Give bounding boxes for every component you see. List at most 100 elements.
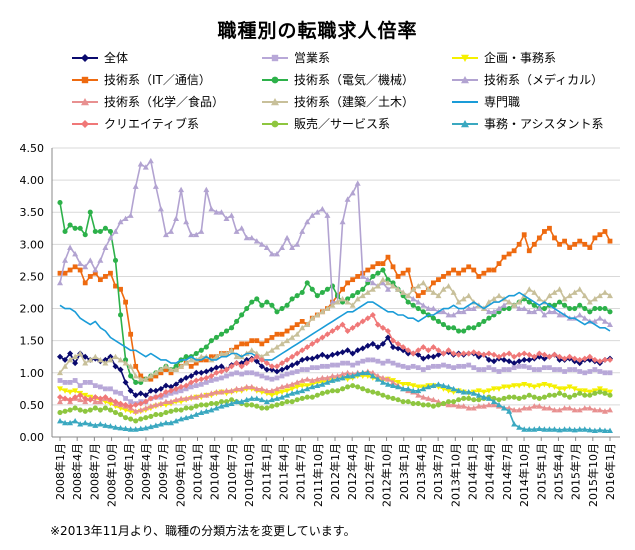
data-point xyxy=(62,388,69,394)
data-point xyxy=(541,306,547,312)
data-point xyxy=(496,261,502,266)
data-point xyxy=(263,350,270,356)
data-point xyxy=(546,308,553,315)
data-point xyxy=(289,334,296,340)
data-point xyxy=(420,402,426,408)
data-point xyxy=(501,351,508,358)
x-tick-label: 2015年7月 xyxy=(569,443,583,500)
data-point xyxy=(243,383,250,390)
x-tick-label: 2009年10月 xyxy=(173,443,187,507)
data-point xyxy=(238,225,245,231)
data-point xyxy=(556,356,563,363)
data-point xyxy=(289,399,295,405)
data-point xyxy=(360,358,366,364)
data-point xyxy=(269,302,275,308)
data-point xyxy=(602,370,608,376)
data-point xyxy=(385,254,391,260)
data-point xyxy=(213,369,220,376)
data-point xyxy=(112,257,119,263)
data-point xyxy=(168,398,175,405)
data-point xyxy=(77,407,83,413)
data-point xyxy=(425,353,432,360)
data-point xyxy=(198,369,205,376)
data-point xyxy=(274,375,280,381)
data-point xyxy=(541,381,548,388)
legend-marker xyxy=(271,98,279,106)
data-point xyxy=(107,228,114,235)
data-point xyxy=(279,244,286,250)
data-point xyxy=(420,344,427,351)
series-事務・アシスタント系 xyxy=(57,369,613,433)
data-point xyxy=(445,399,452,405)
data-point xyxy=(607,321,613,328)
data-point xyxy=(329,372,336,379)
data-point xyxy=(521,426,528,432)
data-point xyxy=(486,267,492,273)
data-point xyxy=(263,366,270,373)
data-point xyxy=(364,289,371,295)
data-point xyxy=(264,299,270,305)
data-point xyxy=(485,395,492,401)
data-point xyxy=(516,395,522,402)
data-point xyxy=(193,350,199,357)
data-point xyxy=(203,402,209,408)
data-point xyxy=(128,373,134,379)
data-point xyxy=(435,292,442,299)
data-point xyxy=(208,338,214,344)
data-point xyxy=(446,270,451,276)
data-point xyxy=(314,209,321,215)
data-point xyxy=(344,328,351,335)
data-point xyxy=(157,385,164,392)
data-point xyxy=(591,427,598,433)
data-point xyxy=(132,183,139,189)
x-tick-label: 2013年7月 xyxy=(431,443,445,500)
data-point xyxy=(102,360,109,366)
data-point xyxy=(132,426,139,432)
data-point xyxy=(410,302,416,308)
data-point xyxy=(234,370,240,376)
data-point xyxy=(369,340,376,347)
data-point xyxy=(178,416,185,422)
data-point xyxy=(531,403,538,409)
data-point xyxy=(147,372,154,379)
x-tick-label: 2015年10月 xyxy=(586,443,600,507)
data-point xyxy=(143,415,149,421)
data-point xyxy=(67,244,74,250)
x-tick-label: 2009年1月 xyxy=(122,443,136,500)
legend-marker xyxy=(81,120,89,128)
data-point xyxy=(405,299,411,305)
legend-marker xyxy=(461,76,469,84)
legend-label: 技術系（化学／食品） xyxy=(104,94,224,109)
data-point xyxy=(430,363,436,369)
data-point xyxy=(127,403,134,410)
data-point xyxy=(511,407,518,413)
data-point xyxy=(516,407,523,413)
x-tick-label: 2011年7月 xyxy=(294,443,308,500)
data-point xyxy=(496,397,502,403)
data-point xyxy=(208,378,214,383)
data-point xyxy=(284,392,291,398)
data-point xyxy=(213,334,219,341)
y-tick-label: 3.00 xyxy=(20,238,45,251)
y-tick-label: 2.50 xyxy=(20,270,45,283)
data-point xyxy=(561,405,568,411)
data-point xyxy=(354,347,361,354)
data-point xyxy=(173,215,180,222)
data-point xyxy=(102,422,109,428)
data-point xyxy=(253,385,260,392)
data-point xyxy=(395,362,401,368)
data-point xyxy=(374,376,381,382)
series-技術系（建築／土木） xyxy=(57,276,613,382)
data-point xyxy=(466,325,472,331)
data-point xyxy=(72,388,79,394)
legend-marker xyxy=(271,76,279,84)
data-point xyxy=(244,370,250,376)
data-point xyxy=(440,350,447,357)
data-point xyxy=(526,248,532,254)
data-point xyxy=(374,372,381,379)
data-point xyxy=(591,318,598,324)
data-point xyxy=(203,408,210,414)
data-point xyxy=(82,380,88,385)
data-point xyxy=(340,386,346,392)
data-point xyxy=(526,383,533,389)
